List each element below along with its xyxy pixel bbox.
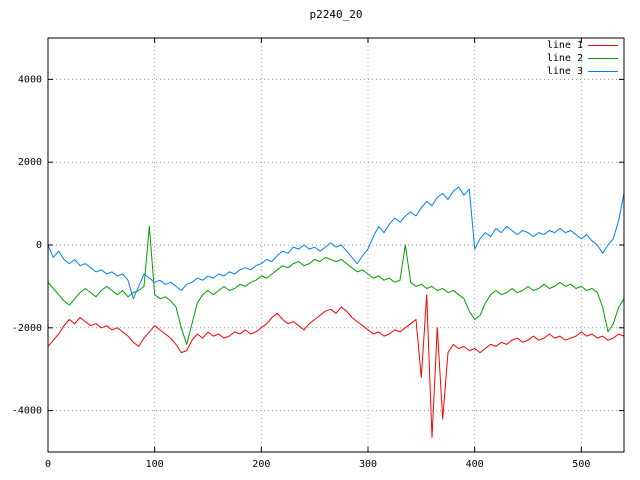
series-line-1 bbox=[47, 294, 625, 438]
legend-line-sample bbox=[588, 45, 618, 46]
legend-label: line 2 bbox=[546, 52, 583, 64]
legend-item: line 3 bbox=[547, 66, 618, 77]
legend-line-sample bbox=[588, 71, 618, 72]
y-tick-label: 0 bbox=[36, 240, 42, 251]
legend-label: line 1 bbox=[546, 39, 583, 51]
x-tick-label: 300 bbox=[359, 459, 377, 470]
x-tick-label: 500 bbox=[572, 459, 590, 470]
y-tick-label: -2000 bbox=[12, 323, 42, 334]
y-tick-label: 2000 bbox=[18, 157, 42, 168]
legend: line 1 line 2 line 3 bbox=[547, 40, 618, 77]
y-tick-label: 4000 bbox=[18, 74, 42, 85]
chart-title: p2240_20 bbox=[309, 8, 363, 21]
x-tick-label: 400 bbox=[466, 459, 484, 470]
x-tick-label: 200 bbox=[252, 459, 270, 470]
series-line-2 bbox=[47, 225, 625, 345]
legend-item: line 2 bbox=[547, 53, 618, 64]
x-tick-label: 100 bbox=[146, 459, 164, 470]
legend-item: line 1 bbox=[547, 40, 618, 51]
legend-label: line 3 bbox=[546, 65, 583, 77]
series-line-3 bbox=[47, 186, 625, 300]
x-tick-label: 0 bbox=[45, 459, 51, 470]
legend-line-sample bbox=[588, 58, 618, 59]
y-tick-label: -4000 bbox=[12, 406, 42, 417]
